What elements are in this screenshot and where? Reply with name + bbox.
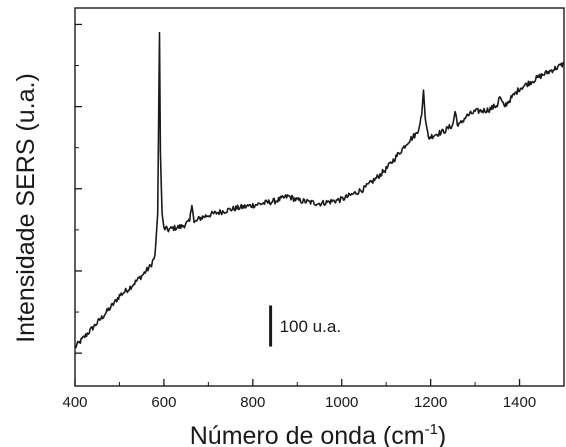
x-tick-label-1200: 1200 <box>414 394 447 411</box>
plot-border <box>74 7 565 387</box>
x-axis-label: Número de onda (cm-1) <box>190 421 447 447</box>
x-tick-label-600: 600 <box>151 394 176 411</box>
x-tick-label-800: 800 <box>240 394 265 411</box>
x-tick-label-400: 400 <box>62 394 87 411</box>
x-axis-label-close: ) <box>438 422 446 447</box>
x-axis-tick-labels: 400 600 800 1000 1200 1400 <box>62 394 536 411</box>
plot-frame <box>74 7 565 387</box>
y-axis-label: Intensidade SERS (u.a.) <box>12 73 40 343</box>
series-line-sers-spectrum <box>74 31 565 349</box>
y-axis-ticks <box>75 23 82 354</box>
x-tick-label-1400: 1400 <box>503 394 536 411</box>
x-tick-label-1000: 1000 <box>325 394 358 411</box>
x-axis-label-main: Número de onda (cm <box>190 422 425 447</box>
x-axis-label-superscript: -1 <box>425 421 438 438</box>
x-axis-ticks <box>74 379 521 386</box>
scale-bar-label: 100 u.a. <box>280 317 341 336</box>
